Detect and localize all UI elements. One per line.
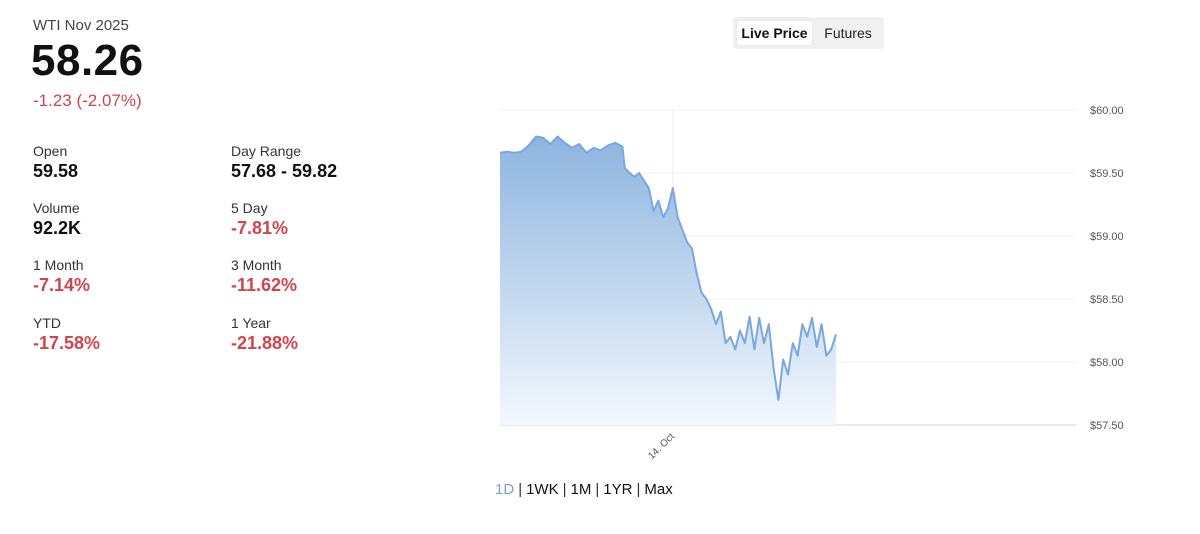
- stat-value: -7.14%: [33, 275, 91, 295]
- stat-label: YTD: [33, 315, 61, 331]
- stat-value: -17.58%: [33, 333, 101, 353]
- range-separator: |: [518, 481, 523, 498]
- price-type-toggle: Live Price Futures: [733, 17, 884, 49]
- stat-value: 57.68 - 59.82: [231, 161, 338, 181]
- stat-open: Open 59.58: [33, 143, 233, 182]
- x-tick-label: 14. Oct: [646, 431, 677, 462]
- range-separator: |: [562, 481, 567, 498]
- stat-1-year: 1 Year -21.88%: [231, 315, 431, 354]
- futures-tab[interactable]: Futures: [824, 25, 872, 41]
- stat-label: 5 Day: [231, 200, 268, 216]
- range-1d[interactable]: 1D: [495, 481, 515, 498]
- stat-label: 1 Month: [33, 257, 84, 273]
- range-separator: |: [595, 481, 600, 498]
- stat-3-month: 3 Month -11.62%: [231, 257, 431, 296]
- y-tick-label: $59.00: [1090, 231, 1124, 243]
- current-price: 58.26: [31, 36, 144, 85]
- stat-day-range: Day Range 57.68 - 59.82: [231, 143, 431, 182]
- stat-value: -11.62%: [231, 275, 298, 295]
- stat-label: Volume: [33, 200, 80, 216]
- y-axis-labels: $60.00 $59.50 $59.00 $58.50 $58.00 $57.50: [1090, 105, 1124, 432]
- price-chart: $60.00 $59.50 $59.00 $58.50 $58.00 $57.50 14.…: [499, 105, 1124, 462]
- stat-value: -21.88%: [231, 333, 299, 353]
- range-separator: |: [636, 481, 641, 498]
- live-price-tab[interactable]: Live Price: [737, 21, 812, 45]
- y-tick-label: $57.50: [1090, 420, 1124, 432]
- range-1wk[interactable]: 1WK: [526, 481, 559, 498]
- y-tick-label: $60.00: [1090, 105, 1124, 117]
- y-tick-label: $58.00: [1090, 357, 1124, 369]
- price-area: [500, 136, 836, 425]
- price-change: -1.23 (-2.07%): [33, 91, 142, 110]
- stat-value: -7.81%: [231, 218, 289, 238]
- stat-label: Open: [33, 143, 68, 159]
- y-tick-label: $58.50: [1090, 294, 1124, 306]
- instrument-name: WTI Nov 2025: [33, 17, 129, 34]
- price-line: [499, 135, 837, 401]
- x-axis-labels: 14. Oct: [646, 431, 677, 462]
- range-max[interactable]: Max: [644, 481, 673, 498]
- stat-label: 1 Year: [231, 315, 271, 331]
- stat-value: 59.58: [33, 161, 79, 181]
- stat-1-month: 1 Month -7.14%: [33, 257, 233, 296]
- range-selector: 1D | 1WK | 1M | 1YR | Max: [495, 481, 673, 498]
- stat-ytd: YTD -17.58%: [33, 315, 233, 354]
- stat-5-day: 5 Day -7.81%: [231, 200, 431, 239]
- stat-volume: Volume 92.2K: [33, 200, 233, 239]
- range-1m[interactable]: 1M: [570, 481, 592, 498]
- y-tick-label: $59.50: [1090, 168, 1124, 180]
- stat-label: 3 Month: [231, 257, 282, 273]
- range-1yr[interactable]: 1YR: [603, 481, 633, 498]
- stat-value: 92.2K: [33, 218, 82, 238]
- stat-label: Day Range: [231, 143, 302, 159]
